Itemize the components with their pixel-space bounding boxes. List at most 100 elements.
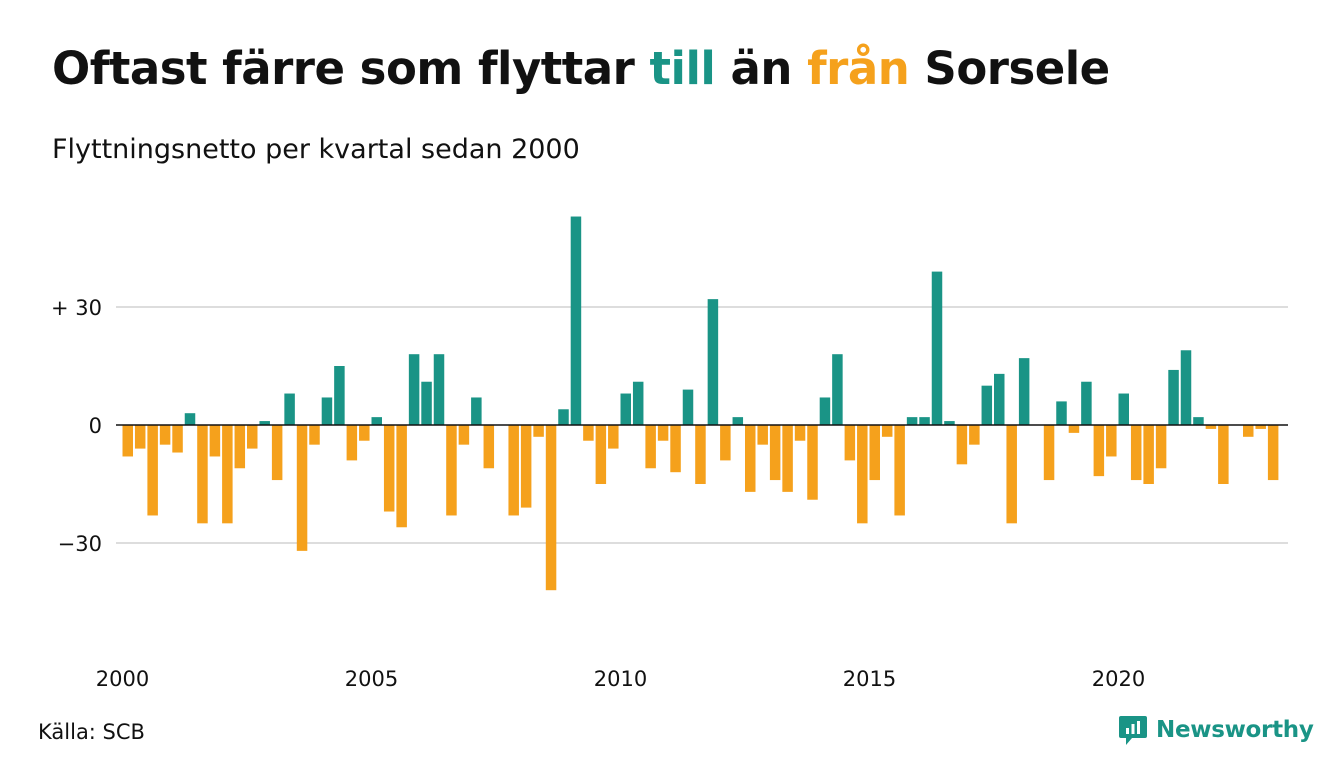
bar-76 (1068, 425, 1080, 433)
bar-36 (570, 216, 582, 425)
brand-name: Newsworthy (1156, 717, 1314, 743)
bar-87 (1205, 425, 1217, 429)
bar-79 (1106, 425, 1117, 457)
bar-31 (508, 425, 519, 516)
bar-81 (1130, 425, 1142, 481)
bar-78 (1093, 425, 1105, 477)
bar-9 (234, 425, 246, 469)
bar-23 (408, 354, 420, 425)
bar-91 (1255, 425, 1266, 429)
bar-77 (1081, 381, 1092, 425)
bar-71 (1006, 425, 1017, 524)
bar-92 (1267, 425, 1279, 481)
bar-29 (483, 425, 495, 469)
bar-86 (1193, 417, 1204, 425)
chart-title: Oftast färre som flyttar till än från So… (52, 42, 1110, 95)
bar-64 (919, 417, 930, 425)
grid-layer (116, 306, 1288, 544)
y-tick-label-2: + 30 (51, 296, 102, 320)
bar-53 (782, 425, 793, 492)
bar-80 (1118, 393, 1129, 425)
bar-62 (894, 425, 905, 516)
bar-33 (533, 425, 544, 437)
bar-38 (595, 425, 607, 484)
bar-54 (794, 425, 806, 441)
bar-47 (707, 299, 719, 425)
bar-3 (159, 425, 171, 445)
bar-35 (558, 409, 569, 425)
bar-90 (1243, 425, 1254, 437)
bar-61 (881, 425, 893, 437)
bar-74 (1043, 425, 1055, 481)
bar-66 (944, 421, 955, 425)
bar-4 (172, 425, 183, 453)
bar-5 (184, 413, 196, 425)
bar-15 (309, 425, 320, 445)
x-tick-label-1: 2005 (345, 667, 398, 691)
bar-12 (271, 425, 283, 481)
chart-subtitle: Flyttningsnetto per kvartal sedan 2000 (52, 134, 580, 165)
bar-27 (458, 425, 470, 445)
x-tick-label-4: 2020 (1092, 667, 1145, 691)
bar-55 (807, 425, 818, 500)
y-tick-label-0: −30 (58, 532, 102, 556)
bar-42 (645, 425, 656, 469)
bar-10 (247, 425, 258, 449)
bar-28 (471, 397, 482, 425)
bar-65 (931, 271, 943, 425)
title-part-1: Oftast färre som flyttar (52, 42, 650, 95)
bar-63 (906, 417, 918, 425)
bar-44 (670, 425, 681, 473)
bar-70 (994, 373, 1005, 425)
bar-56 (819, 397, 831, 425)
bar-25 (433, 354, 445, 425)
bar-39 (608, 425, 619, 449)
bar-48 (720, 425, 731, 461)
bar-34 (545, 425, 557, 591)
bar-26 (446, 425, 457, 516)
x-tick-label-3: 2015 (843, 667, 896, 691)
bar-22 (396, 425, 407, 528)
bar-84 (1168, 369, 1179, 425)
bar-51 (757, 425, 768, 445)
bar-1 (134, 425, 146, 449)
title-part-3: Sorsele (909, 42, 1110, 95)
bar-21 (383, 425, 395, 512)
bar-58 (844, 425, 856, 461)
y-tick-label-1: 0 (89, 414, 102, 438)
bar-0 (122, 425, 133, 457)
bar-18 (346, 425, 358, 461)
bar-13 (284, 393, 295, 425)
bar-45 (682, 389, 694, 425)
bar-6 (197, 425, 208, 524)
title-word-out: från (807, 42, 910, 95)
bars-layer (122, 216, 1279, 591)
newsworthy-logo-icon (1119, 716, 1147, 745)
axis-layer: −30 0 + 30 2000 2005 2010 2015 2020 (51, 296, 1288, 691)
x-tick-label-2: 2010 (594, 667, 647, 691)
x-tick-label-0: 2000 (96, 667, 149, 691)
bar-67 (956, 425, 968, 465)
bar-14 (296, 425, 308, 551)
bar-52 (769, 425, 781, 481)
bar-17 (334, 366, 345, 425)
bar-82 (1143, 425, 1154, 484)
bar-75 (1056, 401, 1067, 425)
bar-43 (657, 425, 669, 441)
source-note: Källa: SCB (38, 720, 145, 744)
bar-57 (832, 354, 843, 425)
bar-37 (583, 425, 594, 441)
bar-46 (695, 425, 706, 484)
bar-85 (1180, 350, 1192, 425)
bar-7 (209, 425, 221, 457)
bar-69 (981, 385, 993, 425)
bar-2 (147, 425, 158, 516)
bar-19 (359, 425, 370, 441)
bar-83 (1155, 425, 1167, 469)
bar-8 (222, 425, 233, 524)
bar-40 (620, 393, 631, 425)
bar-72 (1018, 358, 1030, 425)
bar-32 (520, 425, 532, 508)
title-word-in: till (649, 42, 716, 95)
